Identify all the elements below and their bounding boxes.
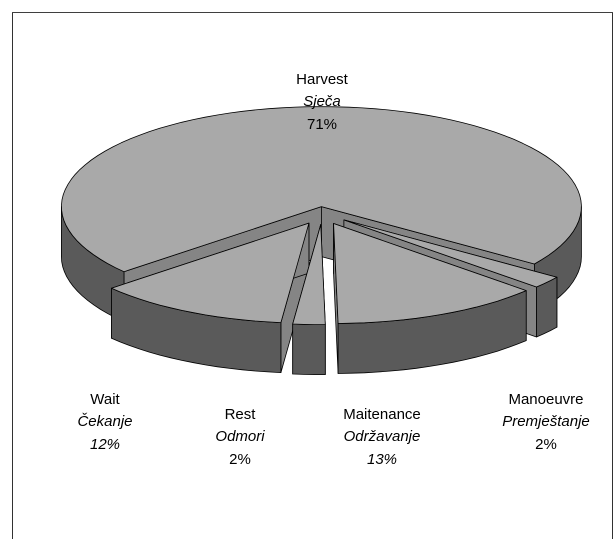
slice-top <box>343 219 558 288</box>
slice-translation: Premještanje <box>502 413 590 430</box>
slice-side <box>536 276 558 338</box>
slice-top <box>333 223 527 324</box>
slice-value-label: 2% <box>229 451 251 468</box>
slice-side <box>292 323 326 375</box>
slice-value-label: 12% <box>90 436 120 453</box>
slice-translation: Čekanje <box>77 413 132 430</box>
pie <box>61 106 582 375</box>
slice-translation: Održavanje <box>344 428 421 445</box>
slice-value-label: 13% <box>367 451 397 468</box>
slice-translation: Sječa <box>303 93 341 110</box>
labels: Manoeuvre Premještanje 2% Maitenance Održava… <box>77 71 589 468</box>
slice-top <box>111 222 310 323</box>
slice-label: Harvest <box>296 71 349 88</box>
slice-value-label: 71% <box>307 116 337 133</box>
frame <box>12 12 613 539</box>
slice-value-label: 2% <box>535 436 557 453</box>
slice-label: Maitenance <box>343 406 421 423</box>
slice-label: Wait <box>90 391 120 408</box>
slice-label: Rest <box>225 406 257 423</box>
slice-top <box>292 224 326 325</box>
slice-top <box>61 106 582 273</box>
slice-translation: Odmori <box>215 428 265 445</box>
slice-label: Manoeuvre <box>508 391 583 408</box>
